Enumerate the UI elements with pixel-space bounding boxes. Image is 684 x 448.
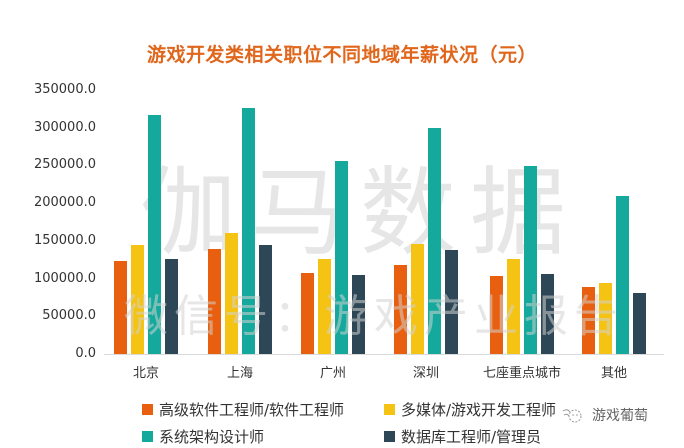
legend-item: 数据库工程师/管理员 <box>384 426 541 447</box>
x-tick-label: 上海 <box>226 366 253 381</box>
bar <box>394 265 407 354</box>
legend-item: 系统架构设计师 <box>142 426 264 447</box>
bar <box>114 261 127 354</box>
legend-label: 系统架构设计师 <box>159 428 265 446</box>
bar <box>335 160 348 354</box>
y-tick-label: 200000.0 <box>33 195 96 211</box>
y-tick-label: 100000.0 <box>33 270 96 286</box>
bar <box>242 108 255 354</box>
x-tick-label: 北京 <box>132 366 159 381</box>
bar <box>225 233 238 354</box>
bar <box>411 243 424 354</box>
bar <box>582 286 595 354</box>
brand-label: 游戏葡萄 <box>592 408 648 424</box>
bar <box>616 195 629 354</box>
legend-label: 数据库工程师/管理员 <box>401 428 542 446</box>
y-tick-label: 250000.0 <box>33 157 96 173</box>
x-tick-label: 其他 <box>600 366 627 381</box>
bar <box>208 249 221 354</box>
bar <box>507 258 520 354</box>
y-tick-label: 0.0 <box>75 346 96 361</box>
x-axis-line <box>104 354 664 355</box>
legend-item: 高级软件工程师/软件工程师 <box>142 399 344 420</box>
bar <box>524 166 537 354</box>
legend-label: 高级软件工程师/软件工程师 <box>159 401 345 419</box>
legend-swatch-icon <box>142 431 153 442</box>
bar <box>490 276 503 354</box>
bar <box>445 249 458 354</box>
legend-swatch-icon <box>384 404 395 415</box>
bar <box>352 274 365 354</box>
bar <box>318 258 331 354</box>
bar <box>165 258 178 354</box>
grape-logo-icon <box>562 409 582 423</box>
bar <box>148 114 161 354</box>
y-tick-label: 50000.0 <box>42 308 96 324</box>
bar <box>599 283 612 354</box>
y-tick-label: 350000.0 <box>33 82 96 97</box>
bar <box>633 292 646 354</box>
brand-badge: 游戏葡萄 <box>560 405 648 425</box>
legend-swatch-icon <box>142 404 153 415</box>
bar <box>428 127 441 354</box>
plot-area <box>104 90 664 354</box>
bar <box>131 244 144 354</box>
y-tick-label: 150000.0 <box>33 232 96 248</box>
bar <box>301 273 314 354</box>
x-tick-label: 深圳 <box>412 366 439 381</box>
legend-item: 多媒体/游戏开发工程师 <box>384 399 556 420</box>
legend-label: 多媒体/游戏开发工程师 <box>401 401 557 419</box>
legend-swatch-icon <box>384 431 395 442</box>
bar <box>259 244 272 354</box>
chart-title: 游戏开发类相关职位不同地域年薪状况（元） <box>146 44 537 66</box>
bar <box>541 274 554 354</box>
x-tick-label: 广州 <box>319 366 346 381</box>
y-tick-label: 300000.0 <box>33 119 96 135</box>
x-tick-label: 七座重点城市 <box>482 366 561 381</box>
